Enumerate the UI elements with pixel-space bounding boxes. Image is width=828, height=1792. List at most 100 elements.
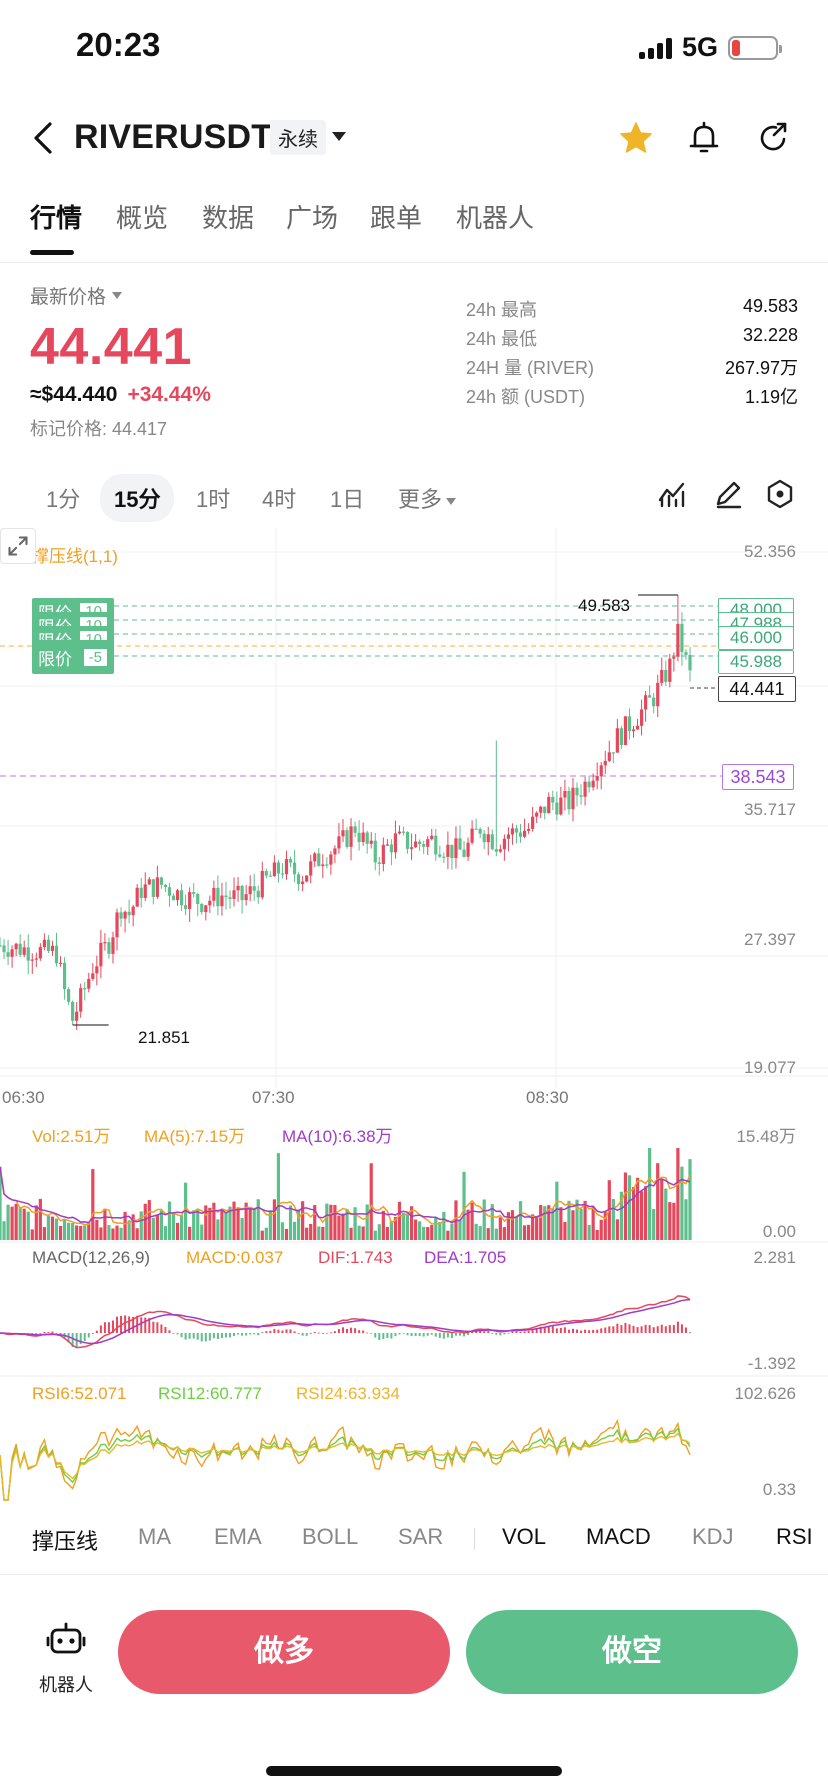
candle-body bbox=[462, 849, 466, 857]
candle-body bbox=[401, 831, 406, 833]
candle-body bbox=[458, 838, 462, 850]
candle-body bbox=[87, 978, 91, 989]
candle-body bbox=[280, 873, 285, 875]
expand-icon[interactable] bbox=[0, 528, 36, 564]
candle-body bbox=[30, 959, 34, 961]
candle-body bbox=[256, 890, 260, 898]
back-arrow-icon[interactable] bbox=[28, 118, 64, 158]
indicator-kdj[interactable]: KDJ bbox=[692, 1524, 734, 1549]
macd-histogram-bar bbox=[309, 1333, 312, 1335]
order-level-tag[interactable]: 46.000 bbox=[718, 626, 794, 650]
volume-bar bbox=[99, 1227, 103, 1240]
interval-1d[interactable]: 1日 bbox=[330, 487, 365, 512]
indicator-ema[interactable]: EMA bbox=[214, 1524, 262, 1549]
tab-data[interactable]: 数据 bbox=[202, 203, 255, 233]
tab-overview[interactable]: 概览 bbox=[116, 203, 169, 233]
candle-body bbox=[405, 831, 410, 849]
chart-canvas[interactable] bbox=[0, 528, 828, 1508]
macd-histogram-bar bbox=[515, 1331, 518, 1333]
symbol-title[interactable]: RIVERUSDT bbox=[74, 118, 273, 156]
time-axis-label: 08:30 bbox=[526, 1088, 569, 1107]
candle-body bbox=[414, 841, 418, 848]
candle-body bbox=[526, 828, 531, 831]
candle-body bbox=[337, 836, 341, 849]
favorite-star-icon[interactable] bbox=[618, 120, 654, 156]
interval-4h[interactable]: 4时 bbox=[262, 487, 297, 512]
indicator-macd[interactable]: MACD bbox=[586, 1524, 651, 1549]
share-icon[interactable] bbox=[756, 120, 792, 156]
indicator-ma[interactable]: MA bbox=[138, 1524, 171, 1549]
draw-pencil-icon[interactable] bbox=[712, 478, 744, 510]
volume-bar bbox=[236, 1207, 240, 1240]
interval-more[interactable]: 更多 bbox=[398, 482, 457, 514]
indicator-boll[interactable]: BOLL bbox=[302, 1524, 359, 1549]
tab-bots[interactable]: 机器人 bbox=[456, 203, 535, 233]
long-button[interactable]: 做多 bbox=[118, 1610, 450, 1694]
volume-bar bbox=[135, 1228, 139, 1240]
short-button[interactable]: 做空 bbox=[466, 1610, 798, 1694]
volume-bar bbox=[518, 1201, 523, 1240]
price-alert-tag[interactable]: 38.543 bbox=[722, 764, 794, 790]
volume-bar bbox=[309, 1223, 313, 1240]
interval-1m[interactable]: 1分 bbox=[46, 487, 81, 512]
macd-histogram-bar bbox=[289, 1329, 292, 1333]
volume-bar bbox=[450, 1223, 454, 1240]
symbol-dropdown-icon[interactable] bbox=[332, 132, 346, 141]
candle-body bbox=[192, 892, 196, 894]
stat-value: 49.583 bbox=[742, 296, 798, 316]
chart-area[interactable]: 撑压线(1,1) 52.356 35.717 27.397 19.077 49.… bbox=[0, 528, 828, 1508]
indicator-rsi[interactable]: RSI bbox=[776, 1524, 813, 1549]
macd-histogram-bar bbox=[402, 1333, 405, 1334]
contract-type-badge[interactable]: 永续 bbox=[270, 120, 326, 155]
macd-histogram-bar bbox=[406, 1333, 409, 1336]
volume-bar bbox=[405, 1214, 410, 1240]
indicator-chart-icon[interactable] bbox=[656, 478, 688, 510]
robot-button[interactable]: 机器人 bbox=[36, 1620, 96, 1697]
macd-histogram-bar bbox=[305, 1333, 308, 1336]
stat-label: 24h 额 (USDT) bbox=[466, 387, 586, 407]
tab-square[interactable]: 广场 bbox=[286, 203, 339, 233]
candle-body bbox=[494, 849, 498, 852]
order-level-tag[interactable]: 45.988 bbox=[718, 650, 794, 674]
volume-bar bbox=[18, 1206, 22, 1240]
candle-body bbox=[305, 875, 309, 882]
candle-body bbox=[296, 874, 301, 885]
volume-bar bbox=[611, 1199, 615, 1240]
macd-histogram-bar bbox=[261, 1332, 264, 1334]
macd-histogram-bar bbox=[79, 1333, 82, 1345]
volume-bar bbox=[446, 1230, 450, 1240]
macd-histogram-bar bbox=[588, 1330, 591, 1333]
settings-hexagon-icon[interactable] bbox=[764, 478, 796, 510]
volume-bar bbox=[30, 1229, 34, 1240]
volume-bar bbox=[42, 1227, 46, 1240]
macd-histogram-bar bbox=[273, 1329, 276, 1333]
volume-bar bbox=[684, 1199, 688, 1240]
tab-copy-trading[interactable]: 跟单 bbox=[370, 203, 423, 233]
tab-market[interactable]: 行情 bbox=[30, 203, 83, 233]
volume-bar bbox=[660, 1179, 664, 1240]
latest-price-selector[interactable]: 最新价格 bbox=[30, 282, 450, 309]
indicator-support-resistance[interactable]: 撑压线 bbox=[32, 1529, 99, 1554]
volume-bar bbox=[526, 1224, 531, 1240]
limit-order-tag[interactable]: 限价 -5 bbox=[32, 640, 114, 674]
volume-bar bbox=[664, 1188, 668, 1240]
candle-body bbox=[539, 806, 543, 813]
candle-body bbox=[208, 900, 212, 906]
status-bar: 20:23 5G bbox=[0, 0, 828, 96]
price-summary: 最新价格 44.441 ≈$44.440 +34.44% 标记价格: 44.41… bbox=[30, 282, 450, 441]
candle-body bbox=[575, 787, 579, 796]
volume-bar bbox=[361, 1226, 365, 1240]
macd-histogram-bar bbox=[559, 1328, 562, 1333]
volume-bar bbox=[107, 1225, 111, 1240]
volume-bar bbox=[341, 1213, 345, 1240]
bell-icon[interactable] bbox=[686, 120, 722, 156]
indicator-vol[interactable]: VOL bbox=[502, 1524, 547, 1549]
macd-histogram-bar bbox=[237, 1333, 240, 1335]
candle-body bbox=[639, 709, 644, 726]
interval-1h[interactable]: 1时 bbox=[196, 487, 231, 512]
interval-15m[interactable]: 15分 bbox=[100, 474, 175, 522]
macd-histogram-bar bbox=[527, 1331, 530, 1333]
candle-body bbox=[26, 947, 30, 961]
indicator-sar[interactable]: SAR bbox=[398, 1524, 444, 1549]
candle-body bbox=[220, 895, 224, 907]
